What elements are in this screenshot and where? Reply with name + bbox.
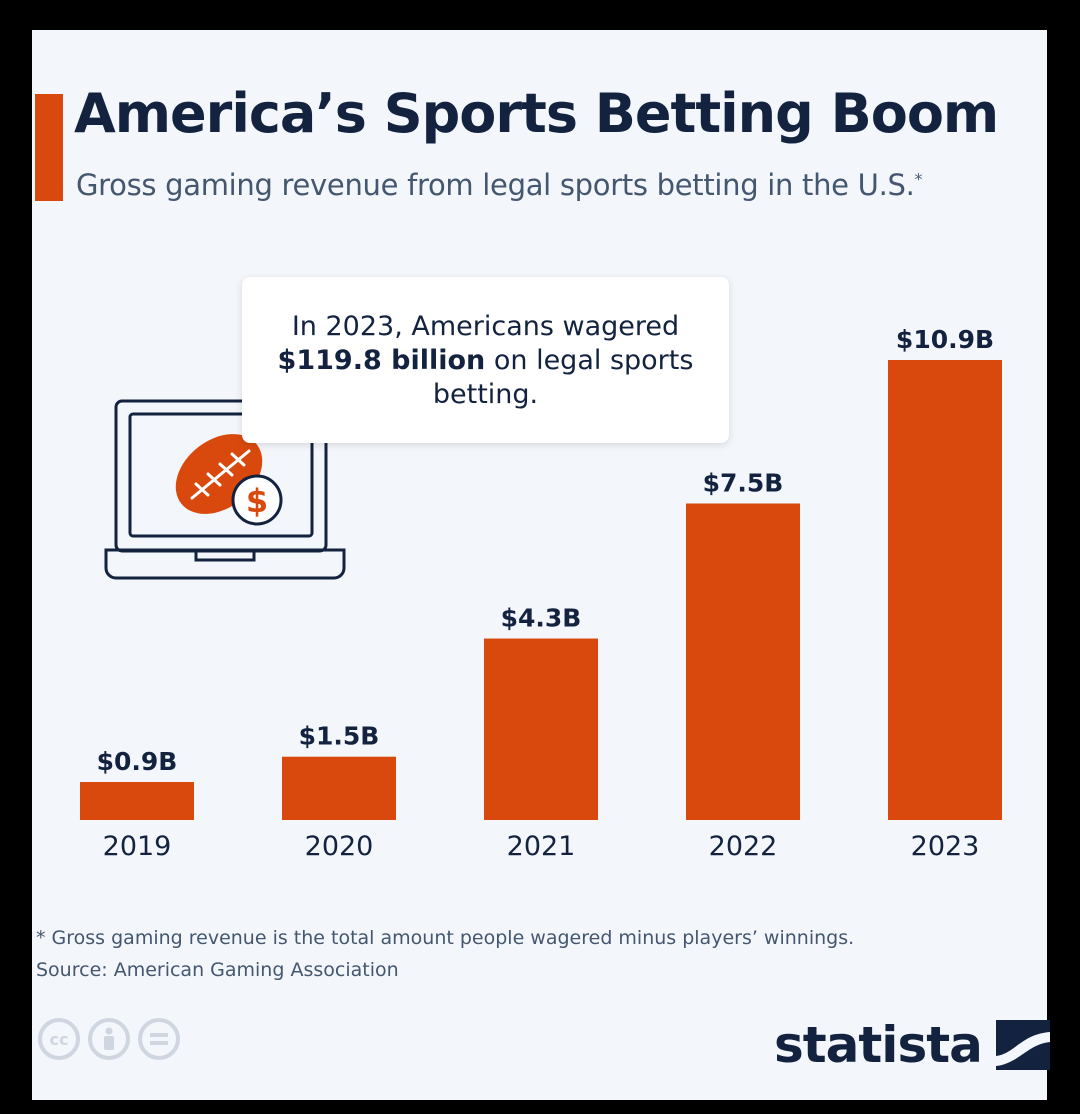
bar-2022 (686, 503, 800, 820)
no-derivatives-icon[interactable] (138, 1018, 180, 1060)
cc-icon[interactable]: cc (38, 1018, 80, 1060)
laptop-icon: $ (104, 399, 346, 580)
svg-text:$: $ (246, 482, 268, 520)
x-tick-2019: 2019 (103, 831, 172, 862)
x-tick-2021: 2021 (507, 831, 576, 862)
bar-2019 (80, 782, 194, 820)
statista-brand[interactable]: statista (774, 1016, 1050, 1074)
subtitle-text: Gross gaming revenue from legal sports b… (76, 168, 915, 202)
x-tick-2020: 2020 (305, 831, 374, 862)
statista-logo-icon (995, 1020, 1050, 1070)
infographic-card: America’s Sports Betting Boom Gross gami… (32, 30, 1050, 1100)
callout-text-start: In 2023, Americans wagered (291, 311, 680, 342)
page-title: America’s Sports Betting Boom (74, 82, 999, 145)
data-label-2019: $0.9B (97, 747, 178, 776)
x-tick-2023: 2023 (911, 831, 980, 862)
brand-name: statista (774, 1016, 983, 1074)
callout-highlight: $119.8 billion (277, 345, 486, 376)
license-icons[interactable]: cc (38, 1018, 180, 1060)
attribution-icon[interactable] (88, 1018, 130, 1060)
callout-box: In 2023, Americans wagered $119.8 billio… (242, 277, 729, 443)
bar-2023 (888, 360, 1002, 820)
data-label-2023: $10.9B (896, 325, 994, 354)
data-label-2020: $1.5B (299, 722, 380, 751)
page-subtitle: Gross gaming revenue from legal sports b… (76, 168, 923, 202)
title-accent-bar (35, 94, 63, 201)
bar-2020 (282, 756, 396, 820)
subtitle-footnote-mark: * (914, 169, 923, 189)
footnote: * Gross gaming revenue is the total amou… (36, 927, 855, 949)
bar-2021 (484, 638, 598, 820)
source-note: Source: American Gaming Association (36, 959, 399, 981)
callout-text-end: on legal sports betting. (432, 345, 694, 410)
dollar-coin-icon: $ (231, 474, 283, 526)
x-tick-2022: 2022 (709, 831, 778, 862)
data-label-2021: $4.3B (501, 604, 582, 633)
data-label-2022: $7.5B (703, 468, 784, 497)
bar-chart: $0.9B 2019 $1.5B 2020 $4.3B 2021 $7.5B 2022 $10.… (80, 325, 1002, 862)
